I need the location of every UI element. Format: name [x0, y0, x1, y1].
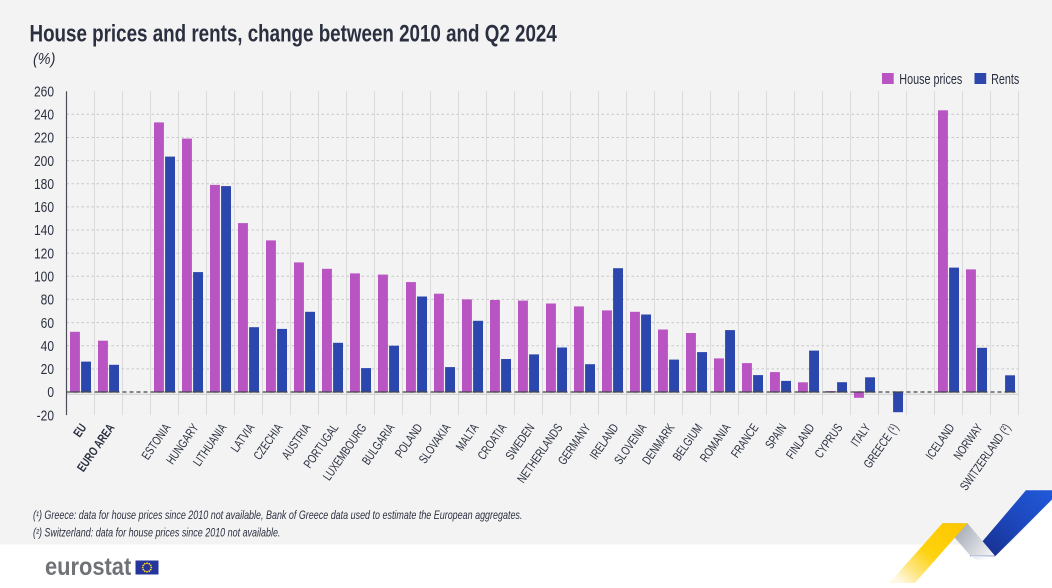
- svg-text:House prices: House prices: [899, 70, 962, 87]
- svg-text:eurostat: eurostat: [45, 552, 131, 580]
- svg-text:40: 40: [41, 338, 55, 355]
- svg-text:House prices and rents, change: House prices and rents, change between 2…: [30, 19, 558, 47]
- svg-text:220: 220: [34, 129, 54, 146]
- svg-text:(²) Switzerland: data for hous: (²) Switzerland: data for house prices s…: [33, 527, 280, 539]
- svg-text:0: 0: [47, 384, 54, 401]
- svg-text:20: 20: [41, 361, 55, 378]
- svg-text:160: 160: [34, 199, 54, 216]
- svg-text:140: 140: [34, 222, 54, 239]
- svg-text:200: 200: [34, 153, 54, 170]
- svg-text:60: 60: [41, 315, 55, 332]
- svg-text:240: 240: [34, 106, 54, 123]
- svg-text:(¹) Greece: data for house pri: (¹) Greece: data for house prices since …: [33, 510, 522, 522]
- svg-text:120: 120: [34, 245, 54, 262]
- svg-text:180: 180: [34, 176, 54, 193]
- svg-text:(%): (%): [33, 50, 55, 68]
- svg-text:80: 80: [41, 291, 55, 308]
- svg-text:260: 260: [34, 83, 54, 100]
- svg-text:100: 100: [34, 268, 54, 285]
- svg-text:-20: -20: [37, 407, 55, 424]
- svg-text:Rents: Rents: [991, 70, 1020, 87]
